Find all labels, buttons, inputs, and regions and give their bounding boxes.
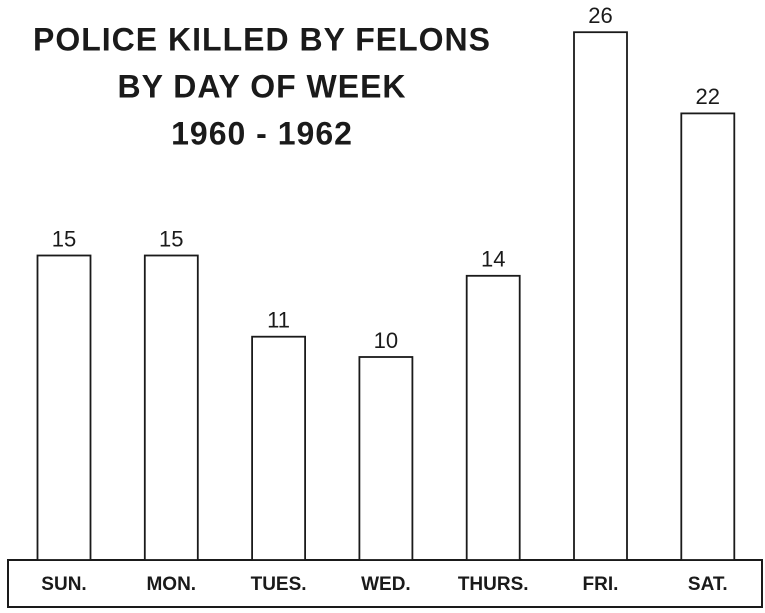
value-label: 15	[52, 226, 76, 251]
value-label: 14	[481, 247, 505, 272]
x-tick-label: SAT.	[688, 574, 728, 595]
value-label: 15	[159, 226, 183, 251]
bar	[251, 335, 307, 561]
bar	[680, 112, 736, 561]
value-label: 26	[588, 3, 612, 28]
x-tick-label: TUES.	[251, 574, 307, 595]
bar	[465, 274, 521, 561]
bar	[36, 254, 92, 561]
value-label: 22	[696, 84, 720, 109]
x-tick-label: MON.	[146, 574, 196, 595]
bar	[143, 254, 199, 561]
x-tick-label: THURS.	[458, 574, 529, 595]
value-label: 11	[267, 308, 290, 333]
x-tick-label: SUN.	[41, 574, 86, 595]
x-tick-label: WED.	[361, 574, 411, 595]
bar	[573, 31, 628, 561]
value-label: 10	[374, 328, 398, 353]
chart-title: BY DAY OF WEEK	[117, 68, 406, 104]
chart-title: 1960 - 1962	[171, 115, 353, 151]
category-box	[7, 559, 763, 608]
bar	[358, 356, 414, 561]
chart-title: POLICE KILLED BY FELONS	[33, 21, 491, 57]
x-tick-label: FRI.	[583, 574, 619, 595]
